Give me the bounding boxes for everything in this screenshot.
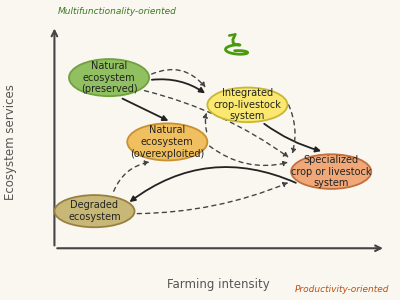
Ellipse shape <box>54 195 134 227</box>
Text: Multifunctionality-oriented: Multifunctionality-oriented <box>58 7 177 16</box>
Text: Ecosystem services: Ecosystem services <box>4 84 17 200</box>
Text: Integrated
crop-livestock
system: Integrated crop-livestock system <box>214 88 281 122</box>
Text: Specialized
crop or livestock
system: Specialized crop or livestock system <box>291 155 372 188</box>
Text: Degraded
ecosystem: Degraded ecosystem <box>68 200 121 222</box>
Text: Productivity-oriented: Productivity-oriented <box>295 285 390 294</box>
Text: Farming intensity: Farming intensity <box>167 278 270 291</box>
Text: Natural
ecosystem
(overexploited): Natural ecosystem (overexploited) <box>130 125 204 158</box>
Text: Natural
ecosystem
(preserved): Natural ecosystem (preserved) <box>81 61 137 94</box>
Ellipse shape <box>207 88 288 122</box>
Ellipse shape <box>291 154 371 189</box>
Ellipse shape <box>69 59 149 96</box>
Ellipse shape <box>127 123 207 160</box>
